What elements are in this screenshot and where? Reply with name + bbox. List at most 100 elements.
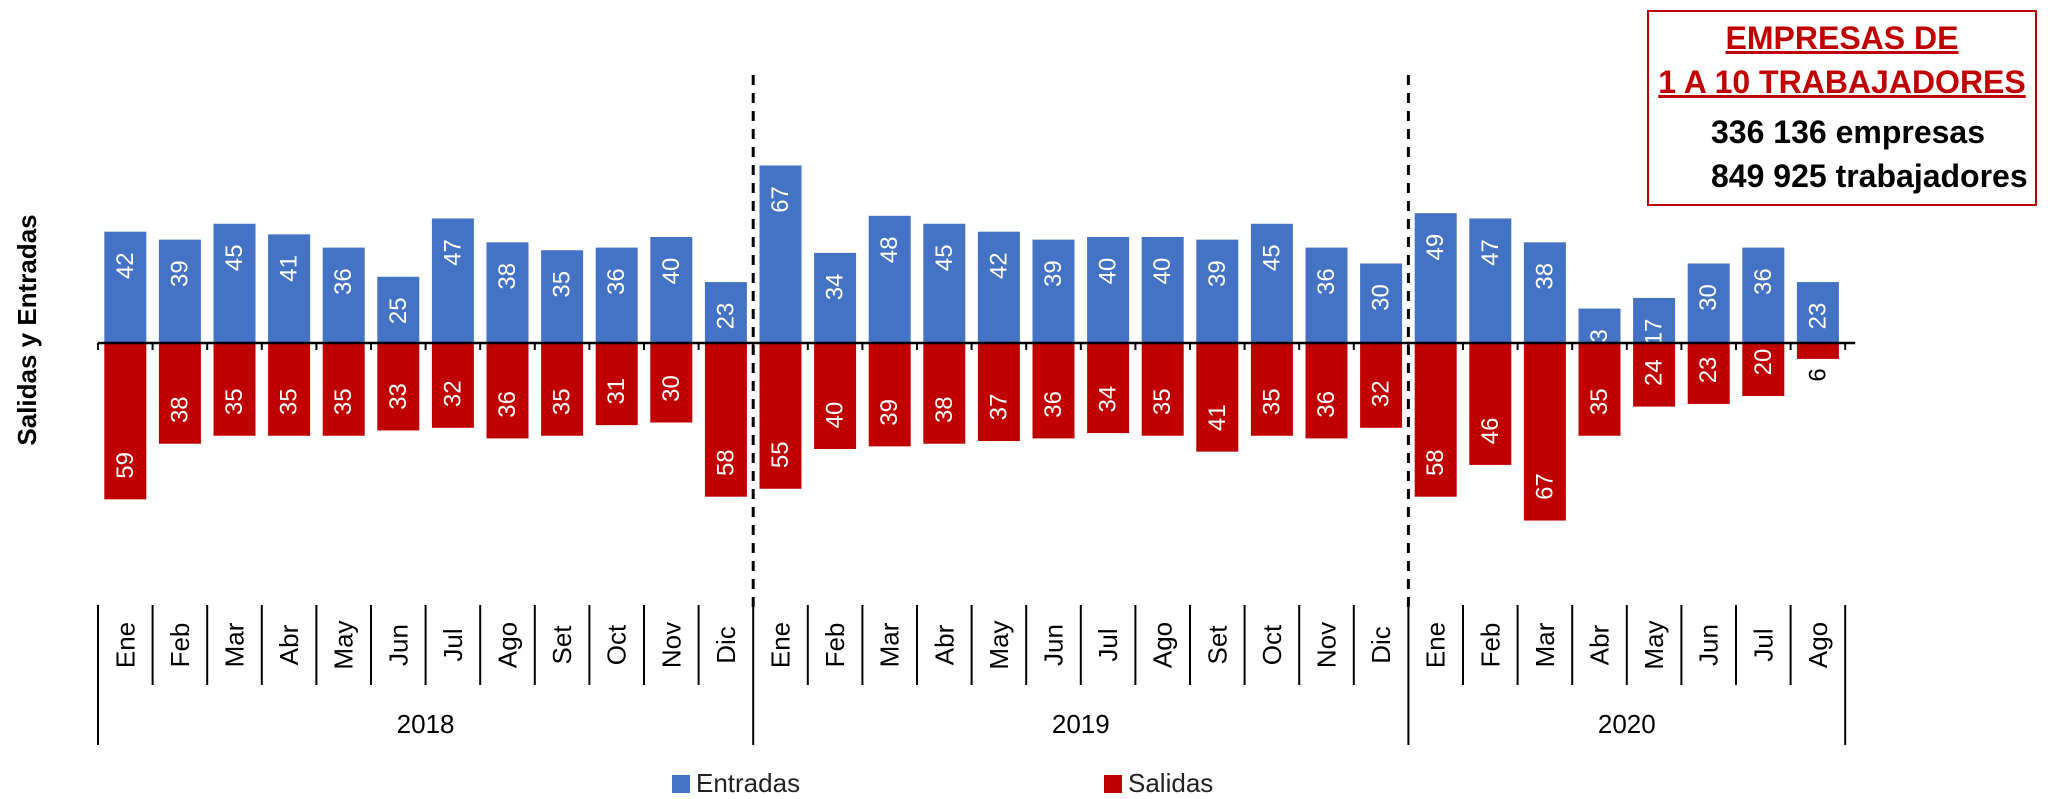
- data-label-salidas-10: 30: [658, 375, 685, 402]
- month-label-1-8: Set: [1202, 625, 1232, 665]
- info-companies: 336 136 empresas: [1711, 114, 1985, 150]
- data-label-entradas-17: 39: [1040, 260, 1067, 287]
- month-label-2-3: Abr: [1585, 624, 1615, 665]
- month-label-0-2: Mar: [220, 622, 250, 667]
- data-label-entradas-8: 35: [549, 271, 576, 298]
- data-label-entradas-23: 30: [1368, 284, 1395, 311]
- bar-salidas-4: [322, 343, 365, 436]
- data-label-salidas-24: 58: [1422, 449, 1449, 476]
- month-label-2-4: May: [1639, 620, 1669, 669]
- bar-salidas-29: [1687, 343, 1730, 404]
- bar-salidas-24: [1414, 343, 1457, 497]
- bar-entradas-24: [1414, 213, 1457, 343]
- month-label-2-2: Mar: [1530, 622, 1560, 667]
- bar-salidas-27: [1578, 343, 1621, 436]
- bar-entradas-22: [1305, 247, 1348, 343]
- bar-entradas-12: [759, 165, 802, 343]
- bar-salidas-2: [213, 343, 256, 436]
- data-label-entradas-24: 49: [1422, 234, 1449, 261]
- bar-entradas-19: [1141, 237, 1184, 343]
- bar-salidas-23: [1360, 343, 1403, 428]
- month-label-2-6: Jul: [1748, 628, 1778, 661]
- y-axis-label: Salidas y Entradas: [12, 214, 42, 445]
- month-label-0-9: Oct: [602, 624, 632, 665]
- month-label-1-6: Jul: [1093, 628, 1123, 661]
- month-label-1-10: Nov: [1312, 622, 1342, 668]
- bar-salidas-11: [704, 343, 747, 497]
- month-label-2-0: Ene: [1421, 622, 1451, 668]
- month-label-2-7: Ago: [1803, 622, 1833, 668]
- month-label-0-5: Jun: [383, 624, 413, 666]
- year-label-1: 2019: [1052, 709, 1110, 739]
- month-label-1-0: Ene: [766, 622, 796, 668]
- data-label-salidas-12: 55: [767, 441, 794, 468]
- data-label-entradas-21: 45: [1258, 244, 1285, 271]
- bar-entradas-18: [1087, 237, 1130, 343]
- month-label-1-11: Dic: [1366, 626, 1396, 664]
- info-box: EMPRESAS DE 1 A 10 TRABAJADORES 336 136 …: [1647, 10, 2037, 206]
- bar-salidas-3: [268, 343, 311, 436]
- data-label-entradas-28: 17: [1641, 319, 1668, 346]
- data-label-entradas-22: 36: [1313, 268, 1340, 295]
- bar-entradas-6: [431, 218, 474, 343]
- data-label-entradas-31: 23: [1804, 303, 1831, 330]
- data-label-salidas-19: 35: [1149, 388, 1176, 415]
- bar-entradas-2: [213, 223, 256, 343]
- month-label-2-5: Jun: [1694, 624, 1724, 666]
- data-label-entradas-2: 45: [221, 244, 248, 271]
- bar-entradas-11: [704, 282, 747, 343]
- bar-entradas-25: [1469, 218, 1512, 343]
- data-label-salidas-29: 23: [1695, 357, 1722, 384]
- legend-item-salidas: Salidas: [1104, 768, 1213, 799]
- bar-entradas-9: [595, 247, 638, 343]
- bar-salidas-7: [486, 343, 529, 439]
- legend-label-salidas: Salidas: [1128, 768, 1214, 798]
- data-label-salidas-25: 46: [1477, 418, 1504, 445]
- bar-salidas-16: [977, 343, 1020, 442]
- legend-item-entradas: Entradas: [672, 768, 800, 799]
- data-label-salidas-21: 35: [1258, 388, 1285, 415]
- data-label-salidas-11: 58: [712, 449, 739, 476]
- month-label-1-7: Ago: [1148, 622, 1178, 668]
- bar-entradas-26: [1523, 242, 1566, 343]
- month-label-1-2: Mar: [875, 622, 905, 667]
- data-label-salidas-13: 40: [822, 402, 849, 429]
- bar-salidas-5: [377, 343, 420, 431]
- data-label-salidas-8: 35: [549, 388, 576, 415]
- year-label-0: 2018: [397, 709, 455, 739]
- data-label-salidas-30: 20: [1750, 349, 1777, 376]
- data-label-entradas-26: 38: [1531, 263, 1558, 290]
- info-title-line1: EMPRESAS DE: [1725, 20, 1959, 56]
- bar-entradas-14: [868, 215, 911, 343]
- data-label-salidas-4: 35: [330, 388, 357, 415]
- bar-entradas-23: [1360, 263, 1403, 343]
- data-label-salidas-6: 32: [439, 380, 466, 407]
- bar-entradas-15: [923, 223, 966, 343]
- bar-entradas-31: [1796, 282, 1839, 343]
- month-label-1-3: Abr: [929, 624, 959, 665]
- bar-salidas-21: [1250, 343, 1293, 436]
- data-label-entradas-18: 40: [1095, 258, 1122, 285]
- bar-salidas-18: [1087, 343, 1130, 434]
- legend-label-entradas: Entradas: [696, 768, 801, 798]
- bar-entradas-27: [1578, 308, 1621, 343]
- data-label-entradas-4: 36: [330, 268, 357, 295]
- data-label-salidas-17: 36: [1040, 391, 1067, 418]
- bar-entradas-13: [814, 252, 857, 343]
- legend-swatch-salidas: [1104, 775, 1122, 793]
- bar-salidas-13: [814, 343, 857, 449]
- data-label-entradas-6: 47: [439, 239, 466, 266]
- data-label-salidas-0: 59: [112, 452, 139, 479]
- bar-entradas-16: [977, 231, 1020, 343]
- data-label-salidas-9: 31: [603, 378, 630, 405]
- data-label-salidas-3: 35: [276, 388, 303, 415]
- month-label-0-0: Ene: [110, 622, 140, 668]
- month-label-0-7: Ago: [493, 622, 523, 668]
- month-label-0-6: Jul: [438, 628, 468, 661]
- bar-entradas-4: [322, 247, 365, 343]
- bar-entradas-10: [650, 237, 693, 343]
- data-label-entradas-30: 36: [1750, 268, 1777, 295]
- bar-salidas-17: [1032, 343, 1075, 439]
- data-label-salidas-14: 39: [876, 399, 903, 426]
- bar-salidas-25: [1469, 343, 1512, 465]
